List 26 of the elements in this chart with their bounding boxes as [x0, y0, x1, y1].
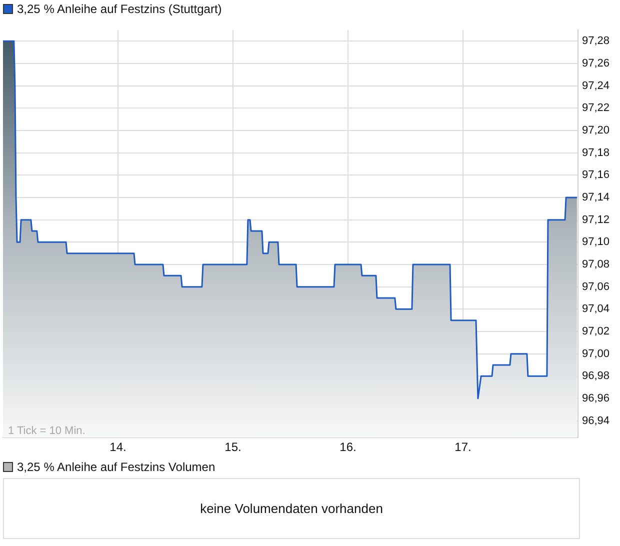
y-tick-label: 97,18	[582, 146, 610, 159]
y-tick-label: 97,02	[582, 326, 610, 338]
x-tick-label: 15.	[224, 440, 242, 454]
y-tick-label: 97,08	[582, 258, 610, 271]
y-tick-label: 96,98	[582, 370, 610, 382]
y-tick-label: 97,04	[582, 303, 610, 316]
y-tick-label: 97,10	[582, 236, 610, 248]
x-tick-label: 14.	[110, 440, 126, 454]
y-tick-label: 96,94	[582, 414, 610, 427]
y-tick-label: 97,06	[582, 280, 610, 293]
legend-label: 3,25 % Anleihe auf Festzins (Stuttgart)	[17, 2, 222, 16]
y-tick-label: 97,14	[582, 192, 610, 204]
y-tick-label: 97,22	[582, 102, 610, 114]
text: 3,25 % Anleihe auf Festzins Volumen	[17, 460, 216, 474]
annotation: 1 Tick = 10 Min.	[8, 425, 86, 438]
text: keine Volumendaten vorhanden	[3, 478, 580, 539]
y-tick-label: 97,20	[582, 124, 610, 137]
y-tick-label: 97,12	[582, 214, 610, 226]
y-tick-label: 96,96	[582, 392, 610, 405]
x-tick-label: 17.	[454, 440, 472, 454]
y-tick-label: 97,24	[582, 80, 610, 92]
y-tick-label: 97,26	[582, 58, 610, 70]
y-tick-label: 97,16	[582, 169, 610, 182]
x-tick-label: 16.	[340, 440, 356, 454]
y-tick-label: 97,00	[582, 348, 610, 360]
y-tick-label: 97,28	[582, 35, 610, 48]
